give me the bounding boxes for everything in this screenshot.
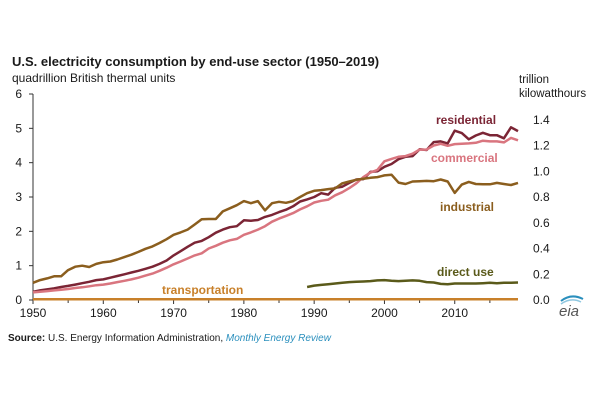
right-axis-unit: trillion kilowatthours: [519, 73, 586, 101]
y2-tick-label: 1.2: [533, 139, 550, 153]
series-line-direct-use: [306, 278, 519, 289]
series-label-commercial: commercial: [431, 151, 498, 165]
y-tick-label: 6: [15, 87, 22, 101]
right-axis-unit-line2: kilowatthours: [519, 88, 587, 100]
y2-tick-label: 1.0: [533, 164, 550, 178]
series-label-industrial: industrial: [440, 200, 494, 214]
y-tick-label: 1: [15, 259, 22, 273]
y-tick-label: 4: [15, 156, 22, 170]
eia-logo-text: eia: [559, 303, 579, 320]
y-tick-label: 3: [15, 190, 22, 204]
y-tick-label: 5: [15, 121, 22, 135]
x-tick-label: 1980: [231, 306, 258, 320]
series-label-residential: residential: [436, 113, 496, 127]
x-tick-label: 2000: [371, 306, 398, 320]
chart-subtitle: quadrillion British thermal units: [12, 71, 176, 85]
x-tick-label: 2010: [441, 306, 468, 320]
x-tick-label: 1960: [90, 306, 117, 320]
eia-logo-icon: eia: [559, 295, 584, 320]
series-line-industrial: [32, 173, 519, 284]
y2-tick-label: 1.4: [533, 113, 550, 127]
y2-tick-label: 0.4: [533, 242, 550, 256]
source-label: Source:: [8, 333, 46, 344]
series-line-commercial: [32, 136, 519, 294]
y-tick-label: 0: [15, 293, 22, 307]
series-line-residential: [32, 126, 519, 294]
series-label-direct-use: direct use: [437, 265, 494, 279]
x-tick-label: 1990: [301, 306, 328, 320]
series-label-transportation: transportation: [162, 283, 243, 297]
x-tick-label: 1950: [20, 306, 47, 320]
y-tick-label: 2: [15, 224, 22, 238]
right-axis-unit-line1: trillion: [519, 74, 550, 86]
source-line: Source: U.S. Energy Information Administ…: [8, 333, 331, 344]
y2-tick-label: 0.2: [533, 267, 550, 281]
source-link[interactable]: Monthly Energy Review: [225, 333, 331, 344]
source-text: U.S. Energy Information Administration,: [48, 333, 224, 344]
chart-title: U.S. electricity consumption by end-use …: [12, 54, 380, 69]
y2-tick-label: 0.6: [533, 216, 550, 230]
x-tick-label: 1970: [160, 306, 187, 320]
y2-tick-label: 0.0: [533, 293, 550, 307]
y2-tick-label: 0.8: [533, 190, 550, 204]
